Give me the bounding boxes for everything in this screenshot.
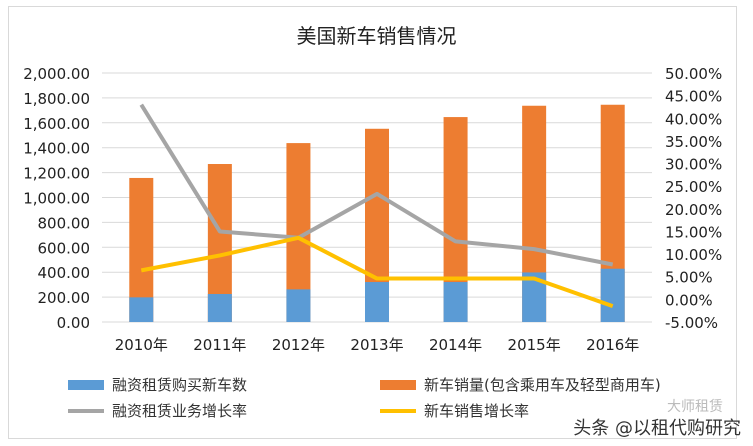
left-tick-label: 400.00 [38,264,91,282]
left-tick-label: 800.00 [38,214,91,232]
left-tick-label: 600.00 [38,239,91,257]
legend-label: 新车销量(包含乘用车及轻型商用车) [424,376,661,394]
left-tick-label: 200.00 [38,289,91,307]
watermark-faint: 大师租赁 [667,399,723,415]
bar [365,282,389,322]
legend-swatch [68,379,104,390]
watermark: 头条 @以租代购研究 [573,418,741,439]
bar [207,293,232,322]
x-tick-label: 2015年 [508,336,561,354]
x-tick-label: 2013年 [350,336,403,354]
right-tick-label: 20.00% [665,201,722,219]
left-tick-label: 1,400.00 [23,140,90,158]
left-tick-label: 2,000.00 [23,65,90,83]
right-tick-label: 35.00% [665,133,722,151]
legend-swatch [380,379,416,390]
legend-label: 融资租赁业务增长率 [112,402,248,420]
legend-swatch [68,408,104,413]
right-tick-label: 25.00% [665,178,722,196]
right-tick-label: 45.00% [665,88,722,106]
x-tick-label: 2016年 [586,336,639,354]
bar [286,289,311,322]
left-tick-label: 1,200.00 [23,165,90,183]
right-tick-label: -5.00% [665,314,718,332]
right-tick-label: 30.00% [665,156,722,174]
legend-item-new-car-sales: 新车销量(包含乘用车及轻型商用车) [380,374,661,395]
left-tick-label: 1,600.00 [23,115,90,133]
left-tick-label: 0.00 [57,314,90,332]
chart-title: 美国新车销售情况 [296,24,457,48]
right-tick-label: 5.00% [665,269,713,287]
left-tick-label: 1,800.00 [23,90,90,108]
right-tick-label: 10.00% [665,246,722,264]
legend-swatch [380,408,416,413]
legend-item-lease-growth: 融资租赁业务增长率 [68,400,247,421]
legend-label: 融资租赁购买新车数 [112,376,248,394]
x-tick-label: 2014年 [429,336,482,354]
right-tick-label: 15.00% [665,223,722,241]
x-tick-label: 2010年 [115,336,168,354]
legend-item-sales-growth: 新车销售增长率 [380,400,529,421]
left-tick-label: 1,000.00 [23,190,90,208]
x-tick-label: 2012年 [272,336,325,354]
right-tick-label: 40.00% [665,110,722,128]
right-tick-label: 50.00% [665,65,722,83]
legend-label: 新车销售增长率 [424,402,530,420]
right-tick-label: 0.00% [665,291,713,309]
bar [600,268,625,322]
legend-item-lease-purchases: 融资租赁购买新车数 [68,374,247,395]
bar [443,282,468,322]
x-tick-label: 2011年 [193,336,246,354]
bar [129,297,154,322]
chart-frame [8,6,737,439]
